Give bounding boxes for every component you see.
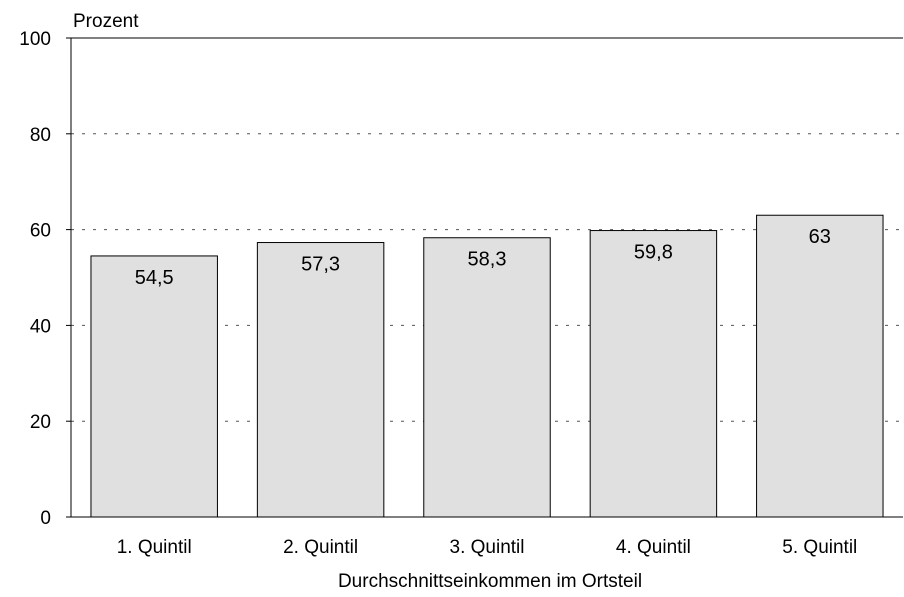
y-tick-label: 40 — [30, 316, 51, 337]
y-tick-label: 60 — [30, 221, 51, 242]
x-tick-label: 1. Quintil — [117, 537, 192, 558]
bar — [756, 214, 884, 518]
bar — [589, 230, 718, 518]
bar-value-label: 58,3 — [468, 249, 507, 271]
x-tick-labels: 1. Quintil 2. Quintil 3. Quintil 4. Quintil… — [117, 537, 858, 558]
bar — [90, 255, 218, 518]
x-axis-title: Durchschnittseinkommen im Ortsteil — [338, 571, 642, 592]
x-tick-label: 2. Quintil — [283, 537, 358, 558]
y-tick-labels: 0 20 40 60 80 100 — [19, 29, 71, 529]
x-tick-label: 4. Quintil — [616, 537, 691, 558]
x-tick-label: 3. Quintil — [450, 537, 525, 558]
bar — [256, 242, 385, 518]
y-tick-label: 100 — [19, 29, 51, 50]
y-tick-label: 80 — [30, 125, 51, 146]
y-tick-label: 0 — [40, 508, 51, 529]
x-tick-label: 5. Quintil — [782, 537, 857, 558]
bar — [423, 237, 551, 518]
y-axis-title: Prozent — [73, 11, 139, 32]
axes — [70, 37, 903, 518]
bar-value-label: 57,3 — [301, 254, 340, 276]
bar-value-label: 63 — [809, 226, 831, 248]
data-labels: 54,5 57,3 58,3 59,8 63 — [135, 226, 831, 289]
bar-value-label: 59,8 — [634, 242, 673, 264]
y-tick-label: 20 — [30, 412, 51, 433]
bar-value-label: 54,5 — [135, 267, 174, 289]
